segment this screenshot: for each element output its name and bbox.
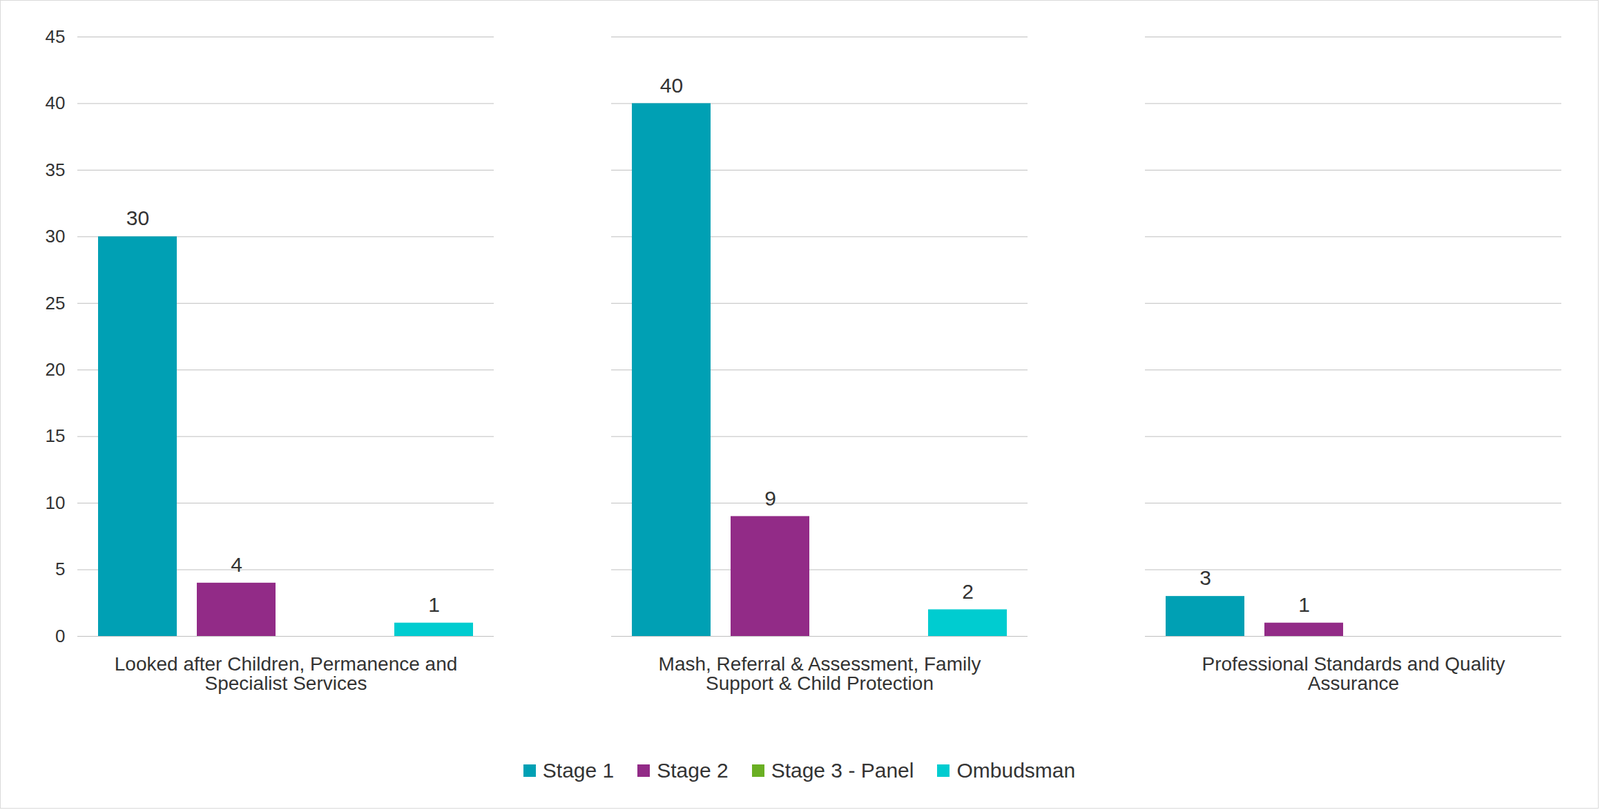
svg-text:2: 2 xyxy=(961,580,974,603)
svg-text:25: 25 xyxy=(45,292,66,314)
svg-text:45: 45 xyxy=(45,26,66,47)
html-text:Ombudsman: Ombudsman xyxy=(956,758,1076,782)
svg-text:4: 4 xyxy=(230,553,243,576)
html-text:Stage 2: Stage 2 xyxy=(656,758,729,782)
svg-text:Mash, Referral & Assessment, F: Mash, Referral & Assessment, FamilySuppo… xyxy=(658,653,982,695)
svg-text:15: 15 xyxy=(45,425,66,447)
svg-text:20: 20 xyxy=(45,359,66,380)
svg-text:Professional Standards and Qua: Professional Standards and QualityAssura… xyxy=(1202,653,1506,695)
svg-text:1: 1 xyxy=(1298,593,1310,616)
svg-text:40: 40 xyxy=(45,92,66,114)
svg-text:35: 35 xyxy=(45,159,66,181)
svg-text:3: 3 xyxy=(1199,566,1212,590)
svg-text:30: 30 xyxy=(126,206,150,230)
svg-text:Looked after Children, Permane: Looked after Children, Permanence andSpe… xyxy=(114,653,458,695)
html-text:Stage 1: Stage 1 xyxy=(542,758,615,782)
svg-text:10: 10 xyxy=(45,492,66,514)
svg-text:5: 5 xyxy=(55,558,65,580)
svg-text:40: 40 xyxy=(660,73,683,97)
svg-text:0: 0 xyxy=(55,625,65,647)
svg-text:1: 1 xyxy=(428,593,440,616)
svg-text:30: 30 xyxy=(45,225,66,247)
html-text:Stage 3 - Panel: Stage 3 - Panel xyxy=(771,758,914,782)
svg-text:9: 9 xyxy=(764,486,777,510)
